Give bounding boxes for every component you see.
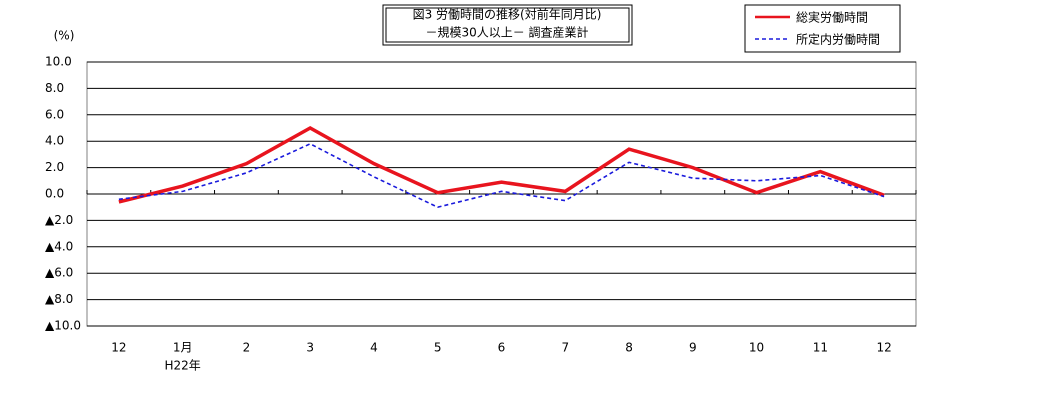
x-tick-label: 6 [498,341,506,355]
title-box-inner [385,7,630,43]
chart-title: 図3 労働時間の推移(対前年同月比) [413,7,602,22]
y-tick-label: 10.0 [45,55,72,69]
y-tick-label: 2.0 [45,160,64,174]
y-tick-label: ▲2.0 [45,213,73,227]
x-tick-label: 1月 [173,341,193,355]
x-tick-label: 12 [111,341,126,355]
x-tick-label: 5 [434,341,442,355]
x-tick-label: 7 [561,341,569,355]
y-tick-label: 0.0 [45,187,64,201]
y-tick-label: ▲4.0 [45,239,73,253]
chart-subtitle: －規模30人以上－ 調査産業計 [425,25,588,40]
x-tick-label: 4 [370,341,378,355]
legend-label: 所定内労働時間 [796,32,880,47]
series-line [118,125,885,204]
legend-box [744,4,901,53]
x-tick-label: 3 [306,341,314,355]
x-tick-label: 11 [813,341,828,355]
y-tick-label: 6.0 [45,107,64,121]
y-tick-label: ▲6.0 [45,266,73,280]
y-tick-label: ▲8.0 [45,292,73,306]
x-tick-label: 8 [625,341,633,355]
legend-label: 総実労働時間 [796,10,868,25]
title-box [382,4,633,46]
x-tick-label: 2 [243,341,251,355]
y-tick-label: 8.0 [45,81,64,95]
x-tick-label: 10 [749,341,764,355]
series-line [118,142,885,209]
year-label: H22年 [165,359,201,373]
y-unit: (%) [54,29,75,43]
y-tick-label: 4.0 [45,134,64,148]
x-tick-label: 12 [876,341,891,355]
x-tick-label: 9 [689,341,697,355]
y-tick-label: ▲10.0 [45,319,81,333]
